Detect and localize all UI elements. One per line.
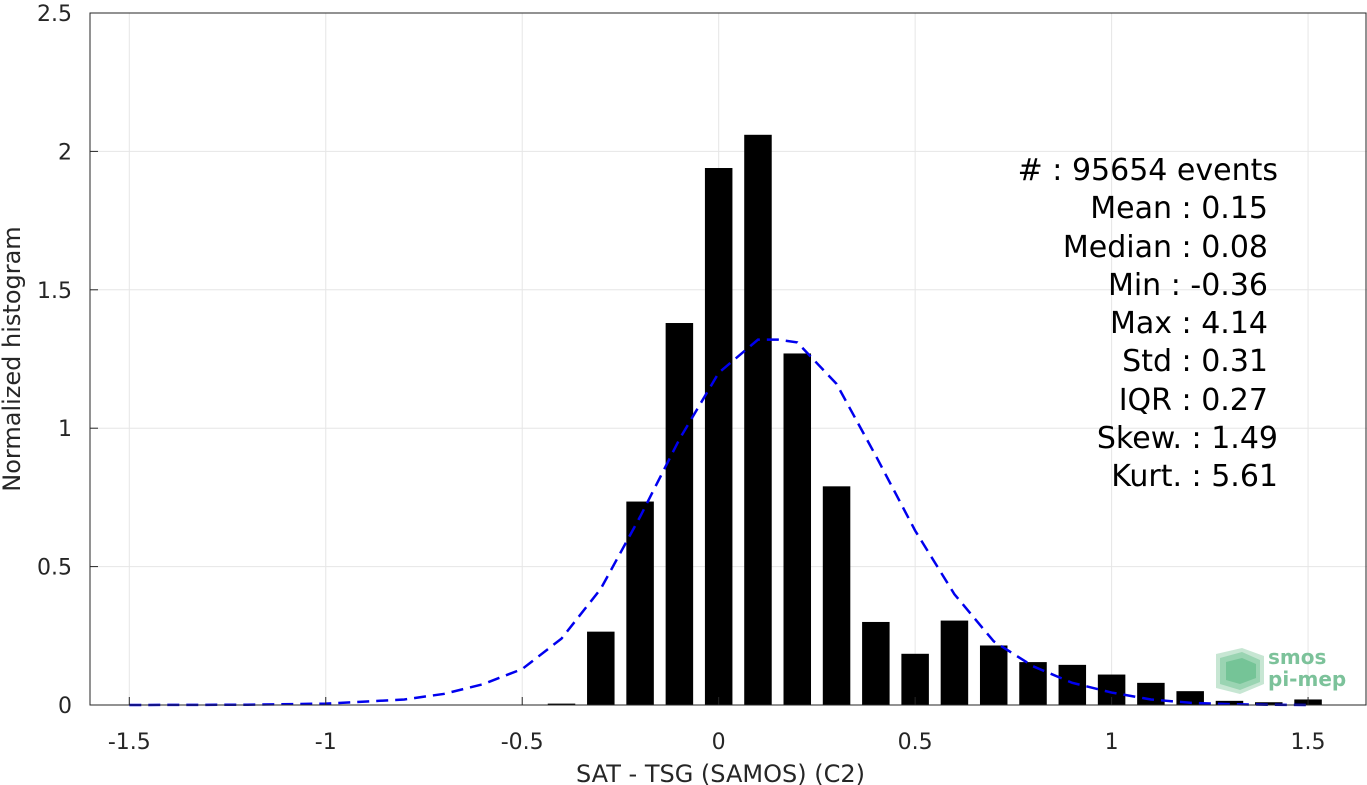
histogram-bar bbox=[1137, 682, 1165, 705]
logo-line-1: smos bbox=[1268, 645, 1327, 669]
histogram-bar bbox=[1255, 702, 1283, 705]
stats-panel: # : 95654 events Mean : 0.15 Median : 0.… bbox=[930, 152, 1278, 497]
logo-icon bbox=[1216, 648, 1264, 694]
stat-skew: Skew. : 1.49 bbox=[1096, 421, 1278, 457]
histogram-bar bbox=[1019, 662, 1047, 705]
x-tick-label: -1.5 bbox=[108, 730, 151, 755]
y-axis-label: Normalized histogram bbox=[0, 226, 26, 491]
x-tick-label: -0.5 bbox=[501, 730, 544, 755]
x-axis-label: SAT - TSG (SAMOS) (C2) bbox=[576, 760, 865, 785]
histogram-bar bbox=[665, 323, 694, 705]
histogram-bar bbox=[704, 168, 733, 705]
stat-mean: Mean : 0.15 bbox=[1090, 191, 1268, 227]
histogram-bar bbox=[979, 645, 1008, 705]
fit-curve bbox=[129, 338, 1309, 707]
histogram-bars bbox=[547, 134, 1322, 706]
x-tick-label: 1 bbox=[1105, 730, 1119, 755]
y-tick-label: 2 bbox=[58, 140, 72, 165]
y-tick-label: 1.5 bbox=[37, 279, 72, 304]
histogram-bar bbox=[822, 486, 851, 705]
y-tick-label: 0 bbox=[58, 694, 72, 719]
x-tick-label: 0 bbox=[712, 730, 726, 755]
y-tick-label: 0.5 bbox=[37, 556, 72, 581]
stat-iqr: IQR : 0.27 bbox=[1118, 382, 1268, 418]
histogram-bar bbox=[1058, 664, 1087, 705]
histogram-bar bbox=[901, 653, 929, 705]
stat-std: Std : 0.31 bbox=[1122, 344, 1268, 380]
y-tick-label: 2.5 bbox=[37, 2, 72, 27]
x-tick-label: 1.5 bbox=[1291, 730, 1326, 755]
histogram-bar bbox=[783, 353, 812, 705]
smos-pi-mep-logo: smos pi-mep bbox=[1212, 644, 1352, 700]
x-tick-label: -1 bbox=[315, 730, 337, 755]
histogram-bar bbox=[940, 620, 969, 705]
logo-line-2: pi-mep bbox=[1268, 667, 1347, 691]
y-tick-label: 1 bbox=[58, 417, 72, 442]
stat-events: # : 95654 events bbox=[1017, 153, 1278, 188]
histogram-bar bbox=[587, 631, 615, 705]
histogram-bar bbox=[744, 134, 772, 706]
logo-text: smos pi-mep bbox=[1268, 646, 1346, 690]
histogram-bar bbox=[862, 621, 890, 705]
y-axis-ticks: 0 0.5 1 1.5 2 2.5 bbox=[37, 2, 98, 719]
histogram-bar bbox=[547, 703, 576, 705]
x-tick-label: 0.5 bbox=[898, 730, 933, 755]
x-axis-ticks: -1.5 -1 -0.5 0 0.5 1 1.5 bbox=[108, 697, 1326, 755]
stat-max: Max : 4.14 bbox=[1110, 306, 1268, 342]
plot-frame bbox=[89, 12, 1367, 706]
stat-kurt: Kurt. : 5.61 bbox=[1111, 459, 1278, 495]
stat-min: Min : -0.36 bbox=[1107, 267, 1268, 303]
stat-median: Median : 0.08 bbox=[1062, 229, 1268, 265]
